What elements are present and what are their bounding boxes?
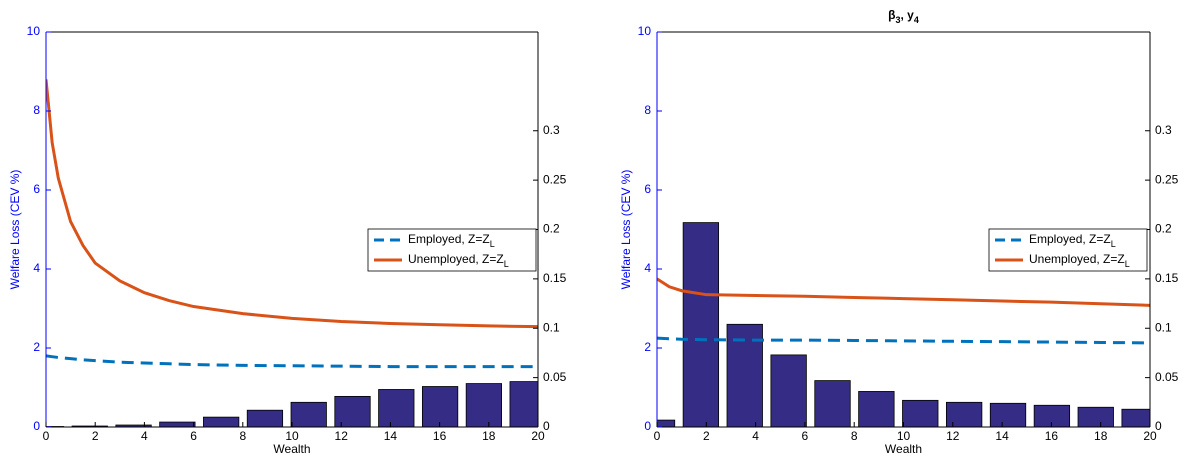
y-tick-label: 10 — [27, 24, 41, 38]
x-tick-label: 14 — [995, 429, 1009, 443]
y-tick-label: 2 — [33, 340, 40, 354]
y2-tick-label: 0.15 — [1155, 271, 1179, 285]
bar — [1122, 409, 1157, 427]
bar — [422, 387, 457, 427]
x-tick-label: 18 — [1094, 429, 1108, 443]
x-tick-label: 18 — [482, 429, 496, 443]
x-tick-label: 2 — [703, 429, 710, 443]
x-tick-label: 4 — [141, 429, 148, 443]
x-tick-label: 20 — [531, 429, 545, 443]
x-tick-label: 2 — [92, 429, 99, 443]
y2-tick-label: 0.1 — [543, 320, 560, 334]
chart-title: β3, y4 — [888, 8, 919, 25]
y-axis-label: Welfare Loss (CEV %) — [619, 170, 633, 290]
y-tick-label: 0 — [644, 419, 651, 433]
line — [46, 356, 538, 367]
bar — [771, 355, 806, 427]
bar — [510, 382, 545, 427]
y2-tick-label: 0.1 — [1155, 320, 1172, 334]
y-tick-label: 6 — [644, 182, 651, 196]
y2-tick-label: 0.05 — [543, 370, 567, 384]
x-tick-label: 0 — [43, 429, 50, 443]
x-axis-label: Wealth — [273, 442, 310, 456]
bar — [335, 396, 370, 427]
bar — [160, 422, 195, 427]
bar — [466, 384, 501, 427]
y2-tick-label: 0.3 — [543, 123, 560, 137]
bar — [291, 402, 326, 427]
x-tick-label: 4 — [752, 429, 759, 443]
y2-tick-label: 0.3 — [1155, 123, 1172, 137]
y-tick-label: 4 — [33, 261, 40, 275]
bar — [859, 391, 894, 427]
x-tick-label: 10 — [897, 429, 911, 443]
y2-tick-label: 0.15 — [543, 271, 567, 285]
bar — [1078, 407, 1113, 427]
y-tick-label: 6 — [33, 182, 40, 196]
x-tick-label: 6 — [190, 429, 197, 443]
y2-tick-label: 0.05 — [1155, 370, 1179, 384]
x-axis-label: Wealth — [885, 442, 922, 456]
bar — [815, 381, 850, 427]
bar — [946, 402, 981, 427]
bar — [903, 400, 938, 427]
bar — [683, 223, 718, 427]
x-tick-label: 20 — [1143, 429, 1157, 443]
bar — [247, 410, 282, 427]
bar — [990, 403, 1025, 427]
x-tick-label: 12 — [335, 429, 349, 443]
x-tick-label: 8 — [851, 429, 858, 443]
y2-tick-label: 0.25 — [543, 172, 567, 186]
line — [657, 279, 1150, 305]
line — [46, 79, 538, 326]
x-tick-label: 6 — [802, 429, 809, 443]
x-tick-label: 16 — [1045, 429, 1059, 443]
x-tick-label: 14 — [384, 429, 398, 443]
y2-tick-label: 0.2 — [1155, 222, 1172, 236]
y-tick-label: 8 — [644, 103, 651, 117]
bar — [203, 417, 238, 427]
x-tick-label: 8 — [239, 429, 246, 443]
y-tick-label: 0 — [33, 419, 40, 433]
y-tick-label: 10 — [638, 24, 652, 38]
x-tick-label: 10 — [285, 429, 299, 443]
bar — [379, 389, 414, 427]
y2-tick-label: 0.2 — [543, 222, 560, 236]
x-tick-label: 16 — [433, 429, 447, 443]
x-tick-label: 0 — [654, 429, 661, 443]
x-tick-label: 12 — [946, 429, 960, 443]
y2-tick-label: 0.25 — [1155, 172, 1179, 186]
y-tick-label: 4 — [644, 261, 651, 275]
y-tick-label: 2 — [644, 340, 651, 354]
y-axis-label: Welfare Loss (CEV %) — [8, 170, 22, 290]
y-tick-label: 8 — [33, 103, 40, 117]
